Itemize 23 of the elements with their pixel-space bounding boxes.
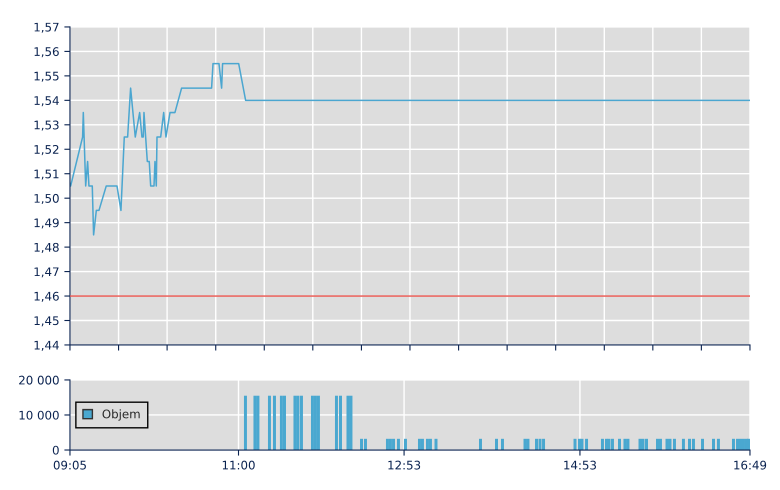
y-tick-label: 1,54 [34, 96, 59, 106]
y-tick-label: 1,47 [34, 267, 59, 278]
y-tick-label: 1,55 [34, 72, 59, 82]
y-tick-label: 1,56 [34, 47, 59, 58]
y-tick-label: 1,51 [34, 170, 58, 180]
y-tick-label: 10 000 [20, 410, 59, 420]
y-tick-label: 0 [52, 446, 59, 455]
legend-label: Objem [102, 409, 140, 421]
y-tick-label: 1,50 [34, 194, 59, 204]
y-tick-label: 1,53 [34, 120, 59, 131]
x-tick-label: 12:53 [388, 460, 420, 470]
y-tick-label: 1,46 [34, 292, 59, 302]
y-tick-label: 1,49 [34, 218, 59, 229]
x-tick-label: 11:00 [222, 460, 255, 470]
y-tick-label: 1,48 [34, 242, 59, 253]
y-tick-label: 20 000 [19, 376, 59, 385]
x-tick-label: 16:49 [734, 460, 766, 470]
x-tick-label: 09:05 [54, 460, 86, 470]
x-tick-label: 14:53 [564, 460, 596, 470]
y-tick-label: 1,57 [34, 22, 59, 33]
y-tick-label: 1,44 [34, 340, 59, 351]
y-tick-label: 1,45 [34, 316, 59, 326]
y-tick-label: 1,52 [34, 144, 58, 156]
